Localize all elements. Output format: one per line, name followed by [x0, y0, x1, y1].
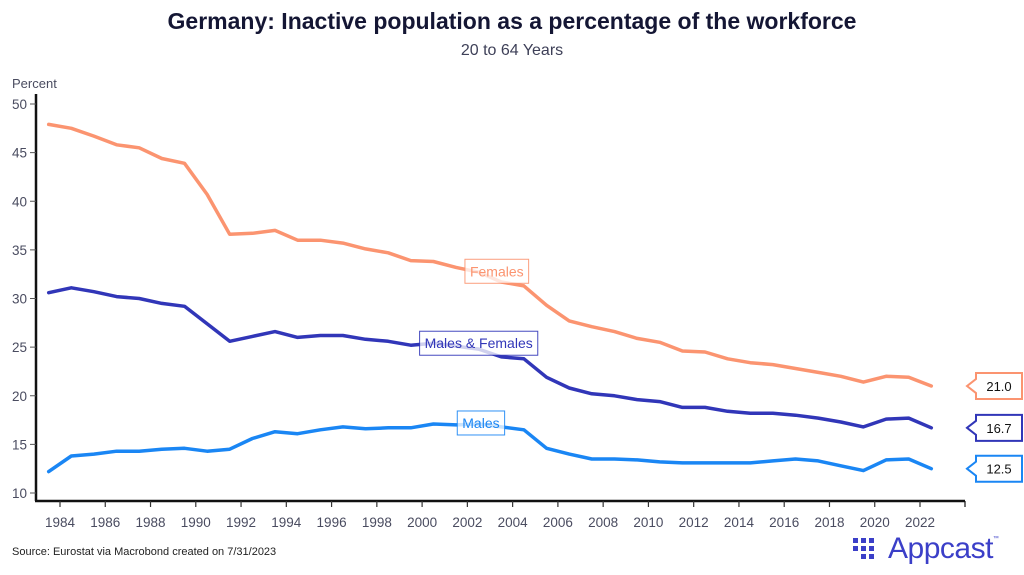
end-label-callout [965, 454, 1023, 483]
x-tick-label: 2010 [633, 515, 663, 530]
series-label-text: Males [462, 415, 499, 431]
x-tick-label: 1986 [90, 515, 120, 530]
chart-subtitle: 20 to 64 Years [460, 42, 564, 59]
x-tick-label: 2002 [452, 515, 482, 530]
end-label-males-females: 16.7 [965, 413, 1023, 442]
appcast-logo: Appcast ™ [852, 532, 999, 566]
x-tick-label: 2014 [724, 515, 755, 530]
y-tick-label: 15 [12, 437, 27, 452]
x-tick-label: 2018 [814, 515, 844, 530]
appcast-dots-icon [853, 538, 874, 559]
end-label-callout [965, 413, 1023, 442]
x-tick-label: 2020 [860, 515, 890, 530]
y-tick-label: 40 [12, 194, 27, 209]
x-tick-label: 1988 [136, 515, 166, 530]
x-tick-label: 1990 [181, 515, 211, 530]
y-tick-label: 50 [12, 97, 27, 112]
x-tick-label: 1996 [317, 515, 347, 530]
x-tick-label: 1994 [271, 515, 302, 530]
end-label-value: 21.0 [986, 379, 1011, 394]
end-label-value: 16.7 [986, 421, 1011, 436]
series-label-males: Males [456, 410, 506, 436]
y-tick-label: 30 [12, 292, 27, 307]
x-tick-label: 2004 [498, 515, 529, 530]
end-label-males: 12.5 [965, 454, 1023, 483]
series-label-text: Males & Females [425, 335, 533, 351]
series-label-males-females: Males & Females [419, 330, 539, 356]
x-tick-label: 2006 [543, 515, 573, 530]
end-value-labels: 21.0 16.7 12.5 [965, 372, 1023, 483]
y-tick-label: 25 [12, 340, 27, 355]
y-tick-label: 45 [12, 146, 27, 161]
series-label-text: Females [470, 263, 524, 279]
series-label-box [464, 258, 530, 284]
x-tick-label: 1984 [45, 515, 76, 530]
y-tick-label: 35 [12, 243, 27, 258]
x-tick-label: 2016 [769, 515, 799, 530]
end-label-value: 12.5 [986, 462, 1011, 477]
x-tick-label: 2000 [407, 515, 437, 530]
y-tick-label: 20 [12, 389, 27, 404]
series-label-box [419, 330, 539, 356]
logo-trademark: ™ [992, 536, 999, 542]
series-label-box [456, 410, 506, 436]
y-axis-label: Percent [12, 76, 57, 91]
series-labels: Females Males & Females Males [419, 258, 539, 436]
axes: 10 15 20 25 30 35 40 45 50 1984 1986 1988 1990 1992 19… [12, 94, 966, 530]
series-line-males-females [46, 286, 934, 430]
x-tick-label: 2012 [679, 515, 709, 530]
x-tick-label: 1992 [226, 515, 256, 530]
series-label-females: Females [464, 258, 530, 284]
source-note: Source: Eurostat via Macrobond created o… [12, 546, 277, 558]
x-tick-label: 2022 [905, 515, 935, 530]
chart-title: Germany: Inactive population as a percen… [167, 8, 857, 34]
x-tick-label: 1998 [362, 515, 392, 530]
end-label-females: 21.0 [965, 372, 1023, 401]
x-tick-label: 2008 [588, 515, 618, 530]
logo-text: Appcast [888, 532, 993, 565]
y-tick-label: 10 [12, 486, 27, 501]
end-label-callout [965, 372, 1023, 401]
